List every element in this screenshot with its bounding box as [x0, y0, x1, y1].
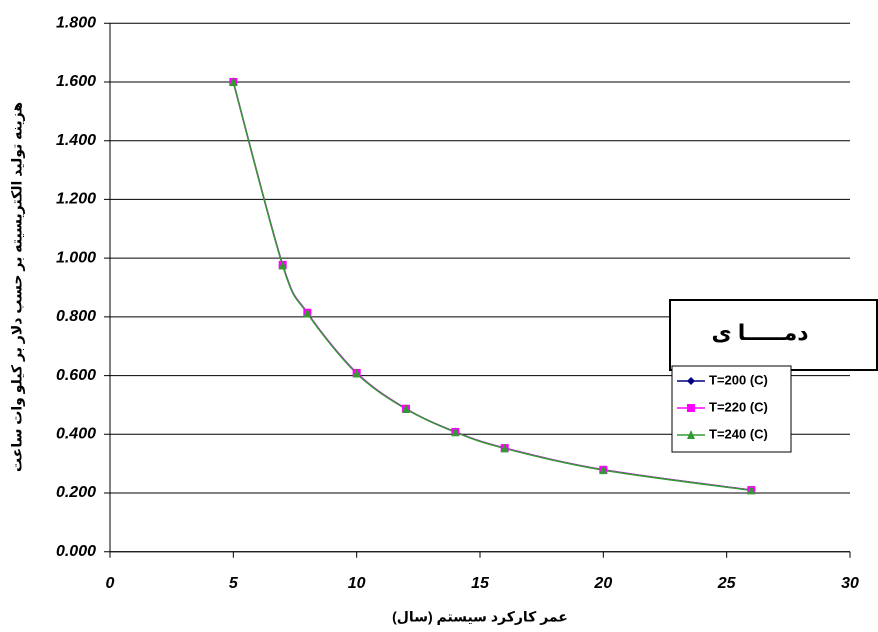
y-tick-label: 1.200	[56, 191, 96, 208]
y-tick-label: 1.800	[56, 15, 96, 32]
y-tick-label: 0.400	[56, 425, 96, 442]
y-tick-label: 1.000	[56, 249, 96, 266]
marker	[687, 404, 695, 412]
y-tick-label: 1.600	[56, 73, 96, 90]
x-tick-label: 20	[593, 575, 612, 592]
marker	[500, 443, 509, 453]
marker	[687, 377, 695, 385]
y-tick-label: 0.600	[56, 367, 96, 384]
legend-text: T=220 (C)	[709, 399, 768, 414]
y-tick-label: 0.000	[56, 543, 96, 560]
legend-title: دمـــــا ی	[711, 320, 808, 345]
marker	[303, 308, 312, 318]
x-tick-label: 25	[717, 575, 737, 592]
legend-title-box	[669, 299, 878, 371]
y-tick-label: 1.400	[56, 132, 96, 149]
x-tick-label: 5	[229, 575, 239, 592]
marker	[599, 465, 608, 475]
y-tick-label: 0.800	[56, 308, 96, 325]
legend-text: T=240 (C)	[709, 426, 768, 441]
marker	[402, 404, 410, 414]
x-tick-label: 30	[841, 575, 859, 592]
legend-text: T=200 (C)	[709, 372, 768, 387]
x-axis-label: عمر کارکرد سیستم (سال)	[392, 609, 568, 626]
marker	[229, 77, 238, 87]
x-tick-label: 0	[106, 575, 115, 592]
marker	[352, 368, 361, 378]
marker	[687, 430, 695, 439]
marker	[278, 260, 287, 270]
y-axis-label: هزینه تولید الکتریسیته بر حسب دلار بر کی…	[9, 102, 26, 472]
x-tick-label: 15	[471, 575, 490, 592]
x-tick-label: 10	[348, 575, 366, 592]
y-tick-label: 0.200	[56, 484, 96, 501]
marker	[747, 485, 756, 495]
marker	[451, 427, 460, 437]
